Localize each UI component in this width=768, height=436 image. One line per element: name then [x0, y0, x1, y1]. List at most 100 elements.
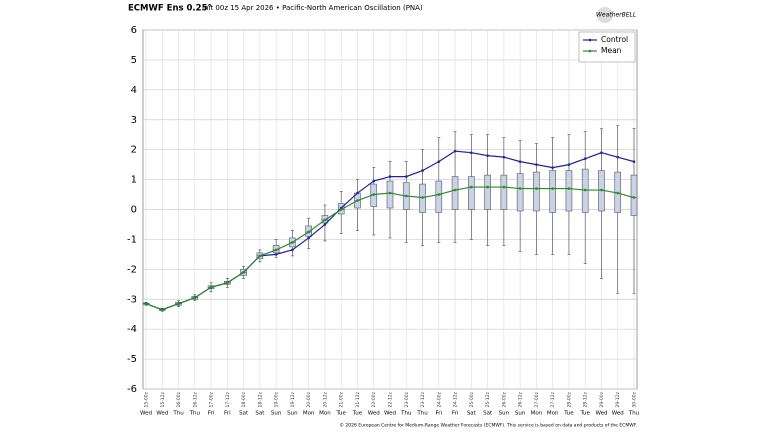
x-tick-label: 24-00z — [436, 391, 442, 407]
x-tick-label: 27-12z — [550, 391, 556, 407]
series-point — [388, 175, 392, 178]
weekday-label: Thu — [189, 411, 200, 417]
x-tick-label: 26-12z — [518, 391, 524, 407]
weekday-label: Thu — [400, 411, 411, 417]
series-point — [421, 169, 424, 172]
weekday-label: Tue — [579, 411, 590, 417]
series-point — [372, 179, 376, 183]
series-point — [437, 160, 441, 163]
logo-mark — [597, 7, 613, 23]
series-point — [502, 155, 506, 159]
series-point — [470, 185, 473, 189]
x-tick-label: 22-00z — [371, 391, 377, 407]
series-point — [274, 248, 278, 252]
y-tick-label: 4 — [131, 85, 137, 96]
weekday-label: Wed — [156, 411, 168, 417]
series-point — [258, 254, 262, 258]
x-tick-label: 15-00z — [144, 391, 150, 407]
series-point — [339, 208, 343, 211]
weekday-label: Wed — [140, 411, 152, 417]
series-point — [486, 154, 489, 157]
weekday-label: Sun — [271, 411, 282, 417]
series-point — [486, 185, 489, 189]
series-point — [356, 199, 359, 202]
weekday-label: Tue — [335, 411, 346, 417]
weekday-label: Mon — [303, 411, 315, 417]
legend-marker — [588, 38, 592, 42]
weekday-label: Thu — [416, 411, 427, 417]
box — [565, 170, 573, 212]
series-point — [551, 166, 554, 169]
series-point — [470, 151, 473, 154]
weekday-label: Thu — [628, 411, 639, 417]
x-tick-label: 27-00z — [534, 391, 540, 407]
x-tick-label: 30-00z — [632, 391, 638, 407]
legend-marker — [588, 49, 592, 53]
x-tick-label: 20-00z — [306, 391, 312, 407]
weekday-label: Thu — [172, 411, 183, 417]
y-tick-label: 2 — [131, 145, 137, 156]
y-tick-label: 5 — [131, 55, 137, 66]
y-tick-label: -3 — [127, 294, 137, 305]
y-tick-label: 1 — [131, 175, 137, 186]
weekday-label: Sun — [515, 411, 526, 417]
logo: WeatherBELL — [596, 12, 636, 19]
weekday-label: Mon — [531, 411, 543, 417]
series-point — [437, 193, 441, 196]
series-point — [567, 187, 571, 190]
series-point — [632, 196, 636, 199]
weekday-label: Fri — [452, 411, 459, 417]
series-point — [616, 155, 620, 159]
y-tick-label: 0 — [131, 205, 137, 216]
series-point — [372, 193, 376, 196]
series-point — [600, 188, 603, 192]
box — [468, 176, 475, 210]
weekday-label: Sat — [483, 411, 493, 417]
series-point — [632, 160, 636, 163]
weekday-label: Sat — [467, 411, 477, 417]
series-point — [177, 302, 180, 306]
x-tick-label: 20-12z — [322, 391, 328, 407]
series-point — [242, 271, 245, 274]
series-point — [323, 218, 327, 222]
x-tick-label: 17-12z — [225, 391, 231, 407]
weekday-label: Sat — [239, 411, 249, 417]
box — [435, 180, 443, 213]
weekday-label: Wed — [612, 411, 624, 417]
x-tick-label: 25-12z — [485, 391, 491, 407]
weekday-label: Tue — [563, 411, 574, 417]
weekday-label: Tue — [352, 411, 363, 417]
x-tick-label: 28-00z — [566, 391, 572, 407]
y-tick-label: -2 — [127, 264, 137, 275]
x-tick-label: 23-00z — [404, 391, 410, 407]
series-point — [307, 230, 310, 234]
x-tick-label: 15-12z — [160, 391, 166, 407]
series-point — [600, 151, 603, 154]
series-point — [535, 163, 538, 166]
box — [516, 173, 524, 212]
chart-title: ECMWF Ens 0.25° — [128, 4, 212, 14]
legend-box — [578, 31, 636, 63]
box — [630, 174, 638, 216]
series-point — [144, 302, 148, 306]
y-tick-label: -1 — [127, 234, 137, 245]
weekday-label: Wed — [384, 411, 396, 417]
x-tick-label: 22-12z — [388, 391, 394, 407]
x-tick-label: 29-12z — [615, 391, 621, 407]
x-tick-label: 19-12z — [290, 391, 296, 407]
box — [484, 174, 491, 210]
x-tick-label: 16-00z — [176, 391, 182, 407]
series-point — [502, 185, 506, 189]
y-tick-label: -4 — [127, 324, 137, 335]
y-tick-label: 6 — [131, 25, 137, 36]
series-point — [193, 296, 197, 300]
x-tick-label: 21-00z — [339, 391, 345, 407]
series-point — [583, 157, 587, 160]
weekday-label: Sat — [255, 411, 265, 417]
x-tick-label: 26-00z — [501, 391, 507, 407]
series-point — [518, 160, 522, 163]
weekday-label: Wed — [368, 411, 380, 417]
series-point — [583, 188, 587, 192]
series-point — [535, 187, 538, 190]
series-point — [291, 248, 294, 252]
